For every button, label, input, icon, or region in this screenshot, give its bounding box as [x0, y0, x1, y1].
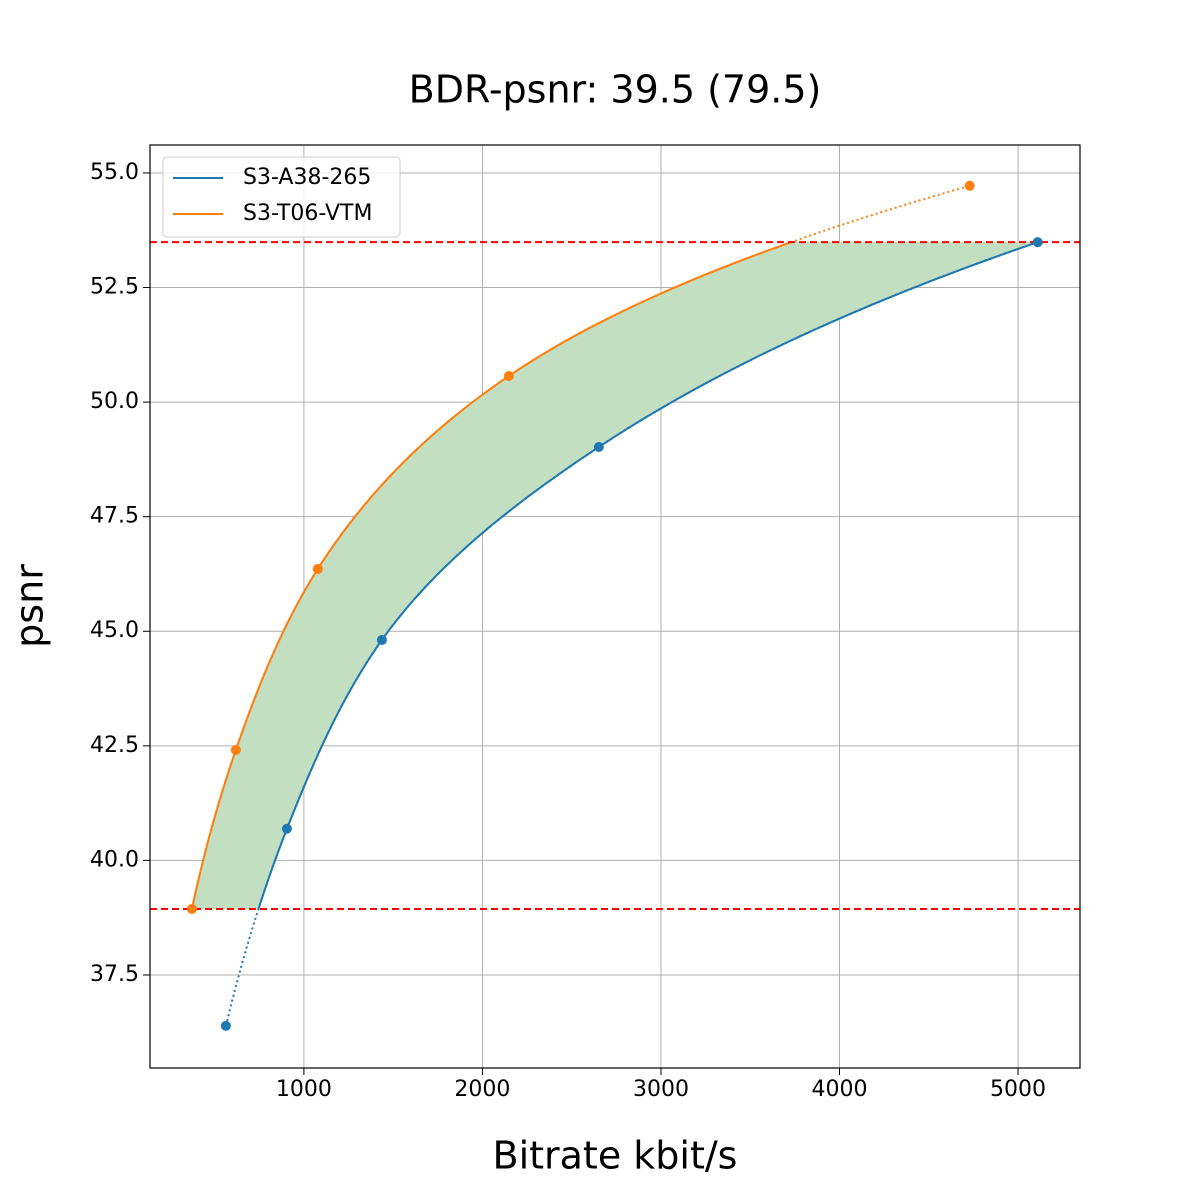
- data-point: [593, 442, 604, 453]
- legend-label: S3-T06-VTM: [243, 201, 372, 226]
- y-tick-label: 50.0: [90, 389, 139, 414]
- chart-title: BDR-psnr: 39.5 (79.5): [409, 68, 822, 112]
- y-tick-label: 45.0: [90, 618, 139, 643]
- legend-label: S3-A38-265: [243, 165, 371, 190]
- series-line: [190, 242, 795, 909]
- x-tick-label: 5000: [990, 1077, 1046, 1102]
- y-tick-label: 42.5: [90, 733, 139, 758]
- x-axis-label: Bitrate kbit/s: [493, 1134, 738, 1178]
- y-tick-label: 55.0: [90, 160, 139, 185]
- y-tick-label: 40.0: [90, 847, 139, 872]
- data-point: [503, 370, 514, 381]
- data-point: [220, 1020, 231, 1031]
- data-point: [230, 744, 241, 755]
- data-point: [186, 903, 197, 914]
- plot-frame: [149, 144, 1081, 1069]
- x-tick-label: 2000: [454, 1077, 510, 1102]
- y-tick-label: 37.5: [90, 962, 139, 987]
- data-point: [964, 180, 975, 191]
- x-tick-label: 3000: [633, 1077, 689, 1102]
- data-point: [312, 563, 323, 574]
- data-point: [376, 634, 387, 645]
- series-line: [257, 242, 1039, 909]
- y-tick-label: 47.5: [90, 504, 139, 529]
- data-point: [281, 823, 292, 834]
- x-tick-label: 1000: [276, 1077, 332, 1102]
- bd-area: [191, 242, 1038, 909]
- y-tick-label: 52.5: [90, 275, 139, 300]
- y-axis-label: psnr: [8, 564, 52, 648]
- data-point: [1032, 237, 1043, 248]
- x-tick-label: 4000: [812, 1077, 868, 1102]
